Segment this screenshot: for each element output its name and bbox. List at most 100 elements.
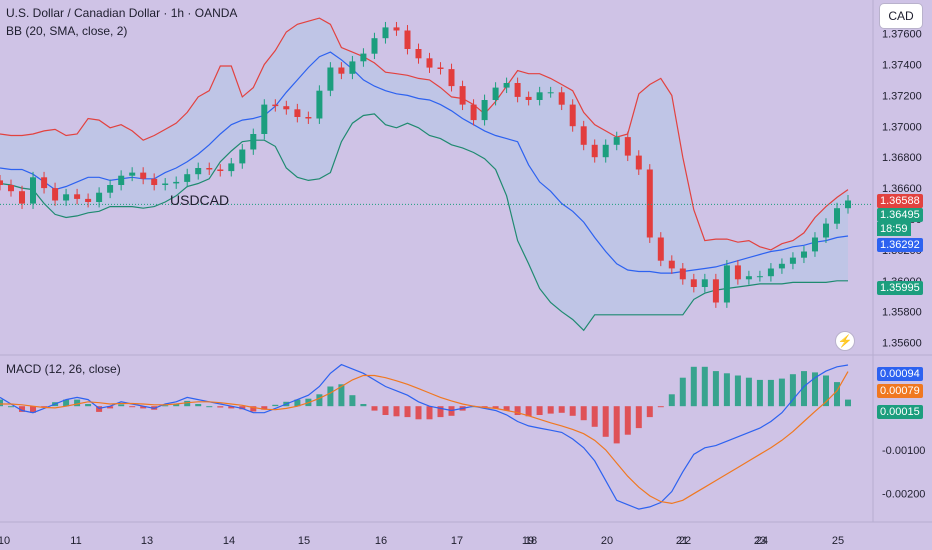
- candle-body: [580, 126, 587, 145]
- histogram-bar: [426, 406, 433, 420]
- histogram-bar: [756, 379, 763, 407]
- time-tick-label: 17: [451, 535, 463, 547]
- bb-lower-price-tag: 1.35995: [877, 281, 923, 295]
- time-tick-label: 16: [375, 535, 387, 547]
- macd-tick-label: -0.00200: [882, 489, 925, 501]
- price-tick-label: 1.37400: [882, 59, 922, 71]
- candle-body: [745, 276, 752, 280]
- time-tick-label: 25: [832, 535, 844, 547]
- candle-body: [184, 174, 191, 182]
- bb-band-fill: [0, 18, 848, 331]
- candle-body: [481, 100, 488, 121]
- bb-upper-line: [0, 17, 849, 251]
- histogram-bar: [371, 406, 378, 411]
- candle-body: [668, 260, 675, 269]
- histogram-bar: [173, 404, 180, 407]
- time-tick-label: 24: [756, 535, 768, 547]
- histogram-bar: [0, 399, 3, 407]
- candle-body: [305, 117, 312, 119]
- candle-body: [734, 265, 741, 280]
- histogram-bar: [41, 406, 48, 408]
- candle-body: [217, 169, 224, 171]
- histogram-bar: [74, 399, 81, 407]
- candle-body: [646, 169, 653, 238]
- time-tick-label: 14: [223, 535, 235, 547]
- macd-indicator-label[interactable]: MACD (12, 26, close): [6, 362, 121, 376]
- price-tick-label: 1.36600: [882, 183, 922, 195]
- histogram-bar: [635, 406, 642, 429]
- histogram-bar: [272, 404, 279, 407]
- histogram-bar: [327, 386, 334, 407]
- candle-body: [140, 172, 147, 179]
- candle-body: [514, 83, 521, 97]
- histogram-bar: [701, 366, 708, 407]
- bb-basis-price-tag: 1.36292: [877, 238, 923, 252]
- time-tick-label: 10: [0, 535, 10, 547]
- candle-body: [778, 263, 785, 269]
- candle-body: [459, 86, 466, 105]
- time-tick-label: 20: [601, 535, 613, 547]
- chart-title: U.S. Dollar / Canadian Dollar · 1h · OAN…: [6, 6, 238, 20]
- histogram-bar: [492, 406, 499, 409]
- price-tick-label: 1.37200: [882, 90, 922, 102]
- histogram-bar: [613, 406, 620, 444]
- currency-button[interactable]: CAD: [879, 3, 923, 29]
- macd-value-tag: 0.00094: [877, 367, 923, 381]
- histogram-bar: [723, 373, 730, 407]
- histogram-bar: [96, 406, 103, 412]
- bar-countdown: 18:59: [877, 222, 911, 236]
- bb-upper-price-tag: 1.36588: [877, 194, 923, 208]
- histogram-bar: [393, 406, 400, 417]
- histogram-bar: [767, 379, 774, 407]
- histogram-bar: [261, 406, 268, 410]
- candle-body: [426, 58, 433, 68]
- histogram-bar: [591, 406, 598, 427]
- candle-body: [52, 188, 59, 201]
- histogram-bar: [845, 399, 851, 407]
- symbol-label: USDCAD: [170, 192, 230, 208]
- histogram-bar: [118, 404, 125, 407]
- candle-body: [690, 279, 697, 287]
- bb-lower-line: [0, 113, 848, 332]
- candle-body: [415, 49, 422, 59]
- histogram-bar: [228, 406, 235, 409]
- histogram-bar: [162, 405, 169, 407]
- histogram-bar: [107, 406, 114, 409]
- candle-body: [30, 177, 36, 204]
- price-tick-label: 1.36800: [882, 152, 922, 164]
- candle-body: [261, 104, 268, 134]
- histogram-bar: [415, 406, 422, 420]
- time-tick-label: 23: [754, 535, 766, 547]
- candle-body: [382, 27, 389, 39]
- time-tick-label: 15: [298, 535, 310, 547]
- candle-body: [569, 104, 576, 127]
- candle-body: [151, 178, 158, 185]
- candle-body: [492, 87, 499, 100]
- candle-body: [283, 106, 290, 110]
- candle-body: [812, 237, 818, 252]
- candle-body: [118, 175, 125, 185]
- histogram-bar: [823, 375, 829, 407]
- candle-body: [789, 257, 796, 264]
- histogram-bar: [812, 372, 818, 407]
- candle-body: [723, 265, 730, 303]
- candle-body: [767, 268, 774, 277]
- histogram-bar: [778, 378, 785, 407]
- candle-body: [536, 92, 543, 100]
- histogram-bar: [316, 394, 323, 407]
- candle-body: [404, 30, 411, 49]
- candle-body: [679, 268, 686, 280]
- bb-indicator-label[interactable]: BB (20, SMA, close, 2): [6, 24, 128, 38]
- candle-body: [823, 223, 829, 238]
- lightning-icon[interactable]: ⚡: [835, 331, 855, 351]
- last-price-tag: 1.36495: [877, 208, 923, 222]
- histogram-bar: [382, 406, 389, 415]
- candle-body: [657, 237, 664, 261]
- price-tick-label: 1.37000: [882, 121, 922, 133]
- histogram-bar: [338, 384, 345, 407]
- histogram-bar: [8, 406, 14, 408]
- time-tick-label: 18: [525, 535, 537, 547]
- price-tick-label: 1.37600: [882, 29, 922, 41]
- price-tick-label: 1.35600: [882, 338, 922, 350]
